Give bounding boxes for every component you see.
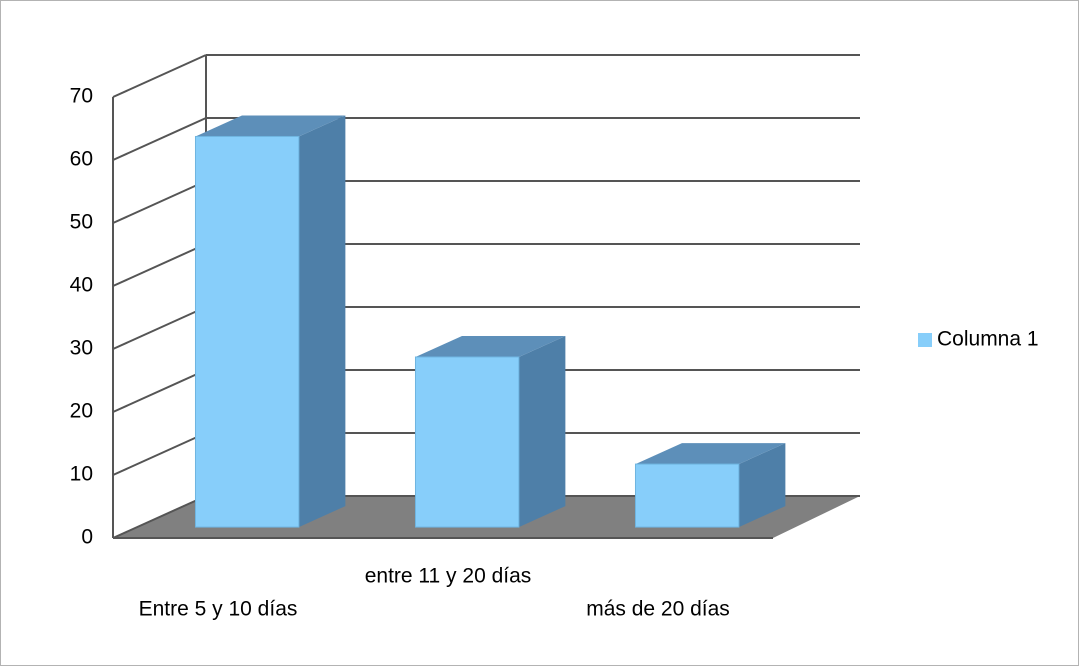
legend-label: Columna 1 — [937, 328, 1039, 351]
bar-top — [415, 335, 566, 357]
side-grid-line — [112, 432, 207, 476]
bar — [634, 463, 740, 528]
y-tick-label: 70 — [70, 85, 93, 108]
bar-side — [738, 443, 786, 528]
y-tick-label: 20 — [70, 400, 93, 423]
bar-side — [518, 335, 566, 528]
y-tick-label: 0 — [81, 526, 93, 549]
bar-top — [195, 115, 346, 137]
legend-swatch — [918, 333, 932, 347]
x-tick-label: más de 20 días — [586, 598, 730, 621]
side-grid-line — [112, 180, 207, 224]
y-tick-label: 40 — [70, 274, 93, 297]
bar-side — [298, 115, 346, 528]
side-grid-line — [112, 495, 207, 539]
side-grid-line — [112, 243, 207, 287]
y-tick-label: 30 — [70, 337, 93, 360]
side-grid-line — [112, 306, 207, 350]
bar — [414, 356, 520, 528]
side-grid-line — [112, 117, 207, 161]
bar-top — [635, 443, 786, 465]
y-tick-label: 50 — [70, 211, 93, 234]
bar — [194, 135, 300, 528]
x-tick-label: Entre 5 y 10 días — [139, 598, 298, 621]
x-tick-label: entre 11 y 20 días — [365, 565, 532, 588]
y-tick-label: 10 — [70, 463, 93, 486]
side-grid-line — [112, 54, 207, 98]
y-tick-label: 60 — [70, 148, 93, 171]
side-grid-line — [112, 369, 207, 413]
